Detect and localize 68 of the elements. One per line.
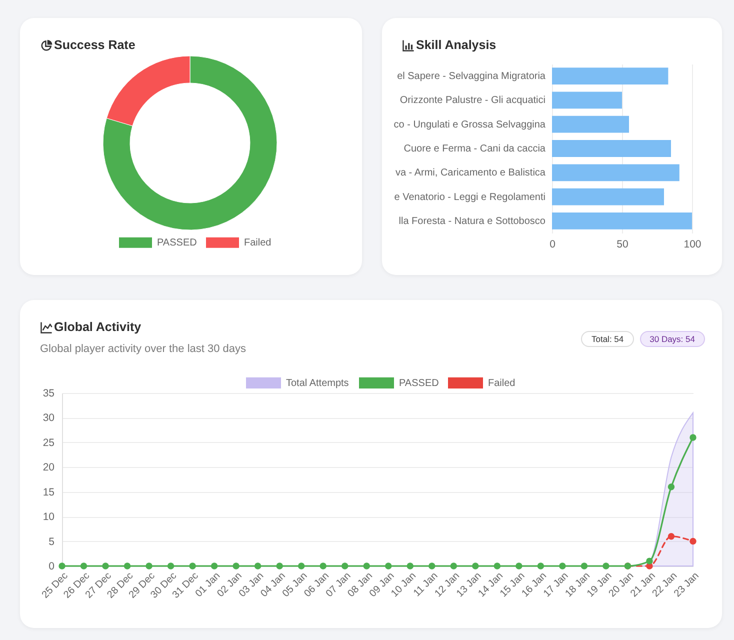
point — [450, 562, 458, 570]
x-tick-label: 0 — [550, 238, 556, 250]
y-tick-label: Orizzonte Palustre - Gli acquatici — [400, 95, 546, 106]
point — [189, 562, 196, 570]
y-tick-label: 0 — [48, 560, 55, 572]
y-tick-label: co - Ungulati e Grossa Selvaggina — [394, 119, 546, 130]
x-tick-label: 100 — [684, 238, 702, 250]
point — [363, 562, 370, 570]
point — [210, 562, 218, 570]
y-tick-label: e Venatorio - Leggi e Regolamenti — [394, 192, 546, 203]
bar — [552, 92, 622, 109]
point — [298, 562, 305, 570]
point — [58, 562, 66, 570]
text: Total: 54 — [581, 331, 634, 347]
point — [668, 532, 675, 540]
y-tick-label: 30 — [42, 412, 55, 424]
bar — [552, 212, 692, 230]
y-tick-label: 20 — [42, 462, 55, 474]
point — [537, 562, 544, 570]
point — [385, 562, 392, 570]
chart-title: Success Rate — [54, 38, 136, 52]
chart-title: Global Activity — [54, 320, 142, 334]
point — [406, 562, 414, 570]
point — [494, 562, 501, 570]
bar — [552, 68, 668, 85]
point — [646, 558, 653, 564]
y-tick-label: 25 — [42, 436, 55, 449]
point — [102, 562, 109, 570]
point — [668, 484, 675, 490]
legend-label: PASSED — [399, 378, 439, 389]
bar — [552, 164, 680, 182]
point — [167, 562, 174, 570]
y-tick-label: 35 — [42, 388, 55, 400]
y-tick-label: Cuore e Ferma - Cani da caccia — [404, 144, 546, 154]
y-tick-label: va - Armi, Caricamento e Balistica — [395, 168, 546, 179]
y-tick-label: 10 — [42, 511, 55, 524]
legend-label: PASSED — [157, 238, 197, 249]
y-tick-label: 5 — [48, 536, 55, 548]
legend-label: Failed — [244, 238, 272, 249]
bar — [552, 116, 629, 133]
point — [124, 562, 131, 570]
point — [580, 562, 588, 570]
chart-subtitle: Global player activity over the last 30 days — [40, 343, 246, 355]
point — [80, 562, 88, 570]
legend-label: Total Attempts — [286, 378, 349, 389]
chart-title: Skill Analysis — [416, 38, 496, 52]
point — [254, 562, 262, 570]
point — [320, 562, 326, 570]
point — [232, 562, 240, 570]
text: 30 Days: 54 — [640, 331, 705, 347]
x-tick-label: 50 — [616, 238, 628, 250]
point — [472, 562, 479, 570]
y-tick-label: el Sapere - Selvaggina Migratoria — [397, 71, 546, 82]
y-tick-label: lla Foresta - Natura e Sottobosco — [398, 216, 546, 227]
bar — [552, 140, 671, 157]
point — [146, 562, 152, 570]
point — [602, 562, 610, 570]
legend-label: Failed — [488, 378, 516, 389]
bar — [552, 188, 664, 206]
point — [690, 434, 696, 441]
point — [516, 562, 522, 570]
point — [342, 562, 348, 570]
point — [690, 538, 696, 545]
point — [428, 562, 436, 570]
point — [276, 562, 283, 570]
donut-slice — [102, 56, 278, 230]
y-tick-label: 15 — [42, 486, 55, 498]
point — [559, 562, 566, 570]
